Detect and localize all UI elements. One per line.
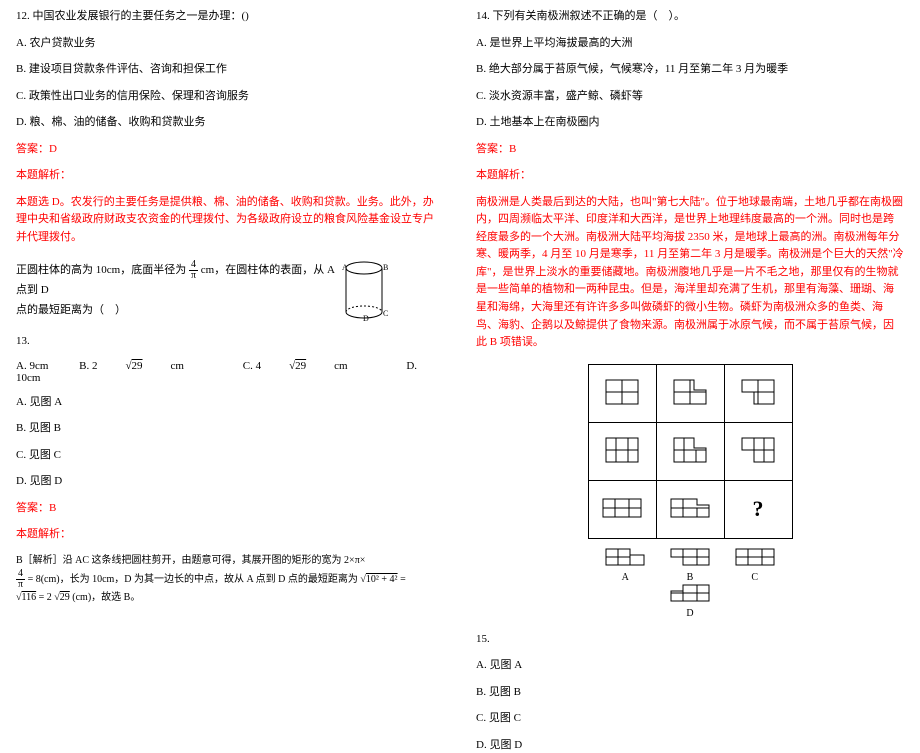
q14-analysis-label: 本题解析： [476,167,904,184]
shape-1-2 [672,378,708,406]
ans-shape-C [734,547,776,567]
q13-choiceC: C. 见图 C [16,447,444,464]
q12-optC: C. 政策性出口业务的信用保险、保理和咨询服务 [16,88,444,105]
q13-sol-end: (cm)，故选 B。 [72,592,140,603]
shape-2-2 [672,436,708,464]
q13-sol-l1: B［解析］沿 AC 这条线把圆柱剪开，由题意可得，其展开图的矩形的宽为 2×π× [16,555,365,566]
svg-text:C: C [383,309,388,318]
shape-2-1 [604,436,640,464]
q13-analysis-label: 本题解析： [16,526,444,543]
q12-analysis-label: 本题解析： [16,167,444,184]
q15-num: 15. [476,631,904,648]
q13-answer: 答案：B [16,500,444,517]
q14-answer: 答案：B [476,141,904,158]
q13-sol-root: 10² + 4² [366,574,398,585]
q13-sol-l2: = 8(cm)，长为 10cm，D 为其一边长的中点，故从 A 点到 D 点的最… [28,574,358,585]
q13-fraction: 4π [189,260,198,281]
q15-choiceD: D. 见图 D [476,737,904,753]
q15-answer-row: A B C D [585,547,795,619]
q15-grid: ? A B C D [585,364,795,619]
q12-answer: 答案：D [16,141,444,158]
qmark: ? [753,496,764,521]
q13-choiceB: B. 见图 B [16,420,444,437]
q15-choiceA: A. 见图 A [476,657,904,674]
label-B: B [669,572,711,583]
label-A: A [604,572,646,583]
q14-optD: D. 土地基本上在南极圈内 [476,114,904,131]
svg-text:D: D [363,314,369,322]
shape-3-1 [601,497,643,519]
shape-1-1 [604,378,640,406]
ans-shape-B [669,547,711,567]
q14-optB: B. 绝大部分属于苔原气候，气候寒冷，11 月至第二年 3 月为暖季 [476,61,904,78]
shape-1-3 [740,378,776,406]
left-column: 12. 中国农业发展银行的主要任务之一是办理：() A. 农户贷款业务 B. 建… [0,0,460,651]
svg-text:A: A [342,263,348,272]
q13-stem: 正圆柱体的高为 10cm，底面半径为 4π cm，在圆柱体的表面，从 A 点到 … [16,260,336,317]
q13-img-optB: B. 2√29cm [79,360,212,372]
q12-optA: A. 农户贷款业务 [16,35,444,52]
q13-choiceD: D. 见图 D [16,473,444,490]
ans-shape-D [669,583,711,603]
shape-2-3 [740,436,776,464]
q13-stem-line2: 点的最短距离为（ ） [16,301,336,317]
q13-choiceA: A. 见图 A [16,394,444,411]
right-column: 14. 下列有关南极洲叙述不正确的是（ ）。 A. 是世界上平均海拔最高的大洲 … [460,0,920,651]
q14-analysis: 南极洲是人类最后到达的大陆，也叫"第七大陆"。位于地球最南端，土地几乎都在南极圈… [476,194,904,352]
q13-img-optC: C. 4√29cm [243,360,376,372]
q14-optC: C. 淡水资源丰富，盛产鲸、磷虾等 [476,88,904,105]
q12-optB: B. 建设项目贷款条件评估、咨询和担保工作 [16,61,444,78]
q13-num: 13. [16,333,444,350]
cylinder-icon: A B C D [339,260,389,325]
q12-stem: 12. 中国农业发展银行的主要任务之一是办理：() [16,8,444,25]
q13-sol-eq: = 2 [39,592,52,603]
q13-sol-29: 29 [60,592,70,603]
q13-sol-116: 116 [22,592,37,603]
q13-stem-prefix: 正圆柱体的高为 10cm，底面半径为 [16,264,186,276]
q13-figure-wrap: 正圆柱体的高为 10cm，底面半径为 4π cm，在圆柱体的表面，从 A 点到 … [16,260,444,325]
q12-optD: D. 粮、棉、油的储备、收购和贷款业务 [16,114,444,131]
label-C: C [734,572,776,583]
q13-sol-frac: 4π [16,569,25,590]
shape-3-2 [669,497,711,519]
svg-text:B: B [383,263,388,272]
ans-shape-A [604,547,646,567]
label-D: D [669,608,711,619]
q14-stem: 14. 下列有关南极洲叙述不正确的是（ ）。 [476,8,904,25]
q13-img-optA: A. 9cm [16,360,48,372]
q12-analysis: 本题选 D。农发行的主要任务是提供粮、棉、油的储备、收购和贷款。业务。此外，办理… [16,194,444,247]
q13-image-options: A. 9cm B. 2√29cm C. 4√29cm D. 10cm [16,360,444,384]
q13-solution: B［解析］沿 AC 这条线把圆柱剪开，由题意可得，其展开图的矩形的宽为 2×π×… [16,553,444,606]
q15-choiceB: B. 见图 B [476,684,904,701]
q14-optA: A. 是世界上平均海拔最高的大洲 [476,35,904,52]
q15-choiceC: C. 见图 C [476,710,904,727]
